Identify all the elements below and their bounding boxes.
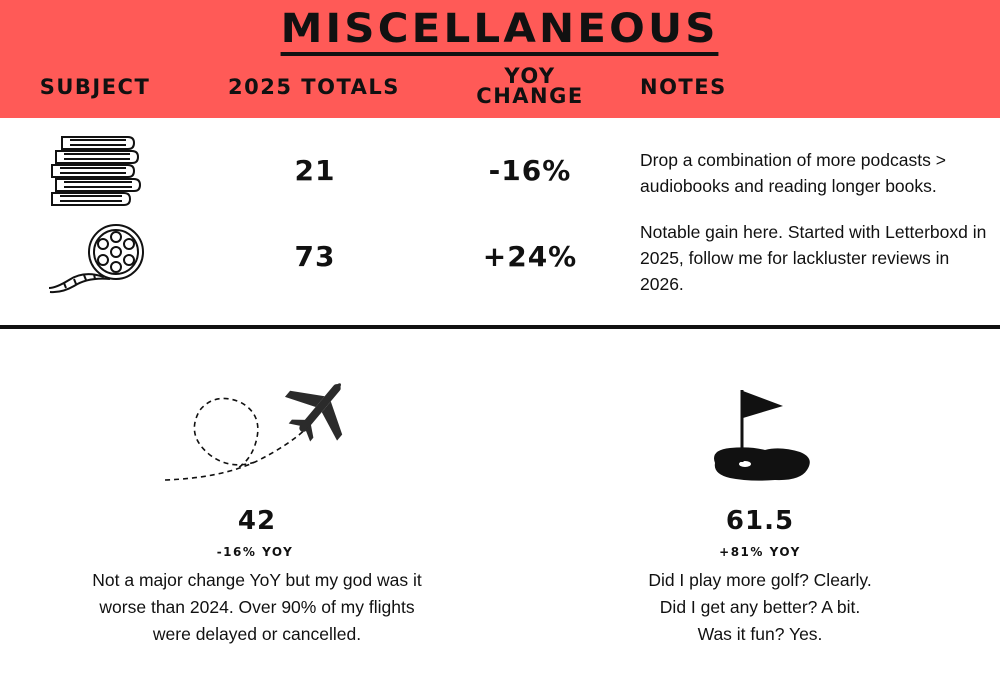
film-total: 73 [294, 240, 336, 273]
golf-yoy: +81% YOY [719, 545, 801, 559]
books-note: Drop a combination of more podcasts > au… [640, 150, 946, 196]
flights-description: Not a major change YoY but my god was it… [57, 567, 457, 648]
section-divider [0, 325, 1000, 329]
flights-yoy: -16% YOY [216, 545, 294, 559]
film-yoy: +24% [482, 240, 578, 273]
film-note: Notable gain here. Started with Letterbo… [640, 222, 987, 294]
golf-description-line: Did I get any better? A bit. [659, 597, 861, 617]
column-header-yoy: YOY CHANGE [455, 64, 605, 108]
golf-value: 61.5 [725, 506, 795, 536]
airplane-icon [160, 380, 360, 500]
flights-value: 42 [237, 506, 277, 536]
books-stack-icon [48, 135, 143, 212]
column-header-totals: 2025 TOTALS [228, 75, 400, 99]
page-title: MISCELLANEOUS [0, 6, 1000, 56]
column-header-yoy-line1: YOY [504, 64, 556, 88]
header-banner: MISCELLANEOUS SUBJECT 2025 TOTALS YOY CH… [0, 0, 1000, 118]
golf-description-line: Did I play more golf? Clearly. [648, 570, 872, 590]
column-header-notes: NOTES [640, 75, 727, 99]
golf-description: Did I play more golf? Clearly. Did I get… [560, 567, 960, 648]
column-header-subject: SUBJECT [39, 75, 151, 99]
column-header-yoy-line2: CHANGE [476, 84, 584, 108]
flights-description-line: worse than 2024. Over 90% of my flights [99, 597, 415, 617]
golf-flag-icon [705, 388, 815, 488]
books-yoy: -16% [488, 154, 572, 187]
flights-description-line: were delayed or cancelled. [152, 624, 362, 644]
flights-description-line: Not a major change YoY but my god was it [92, 570, 422, 590]
golf-description-line: Was it fun? Yes. [697, 624, 823, 644]
film-reel-icon [44, 222, 144, 299]
books-total: 21 [294, 154, 336, 187]
